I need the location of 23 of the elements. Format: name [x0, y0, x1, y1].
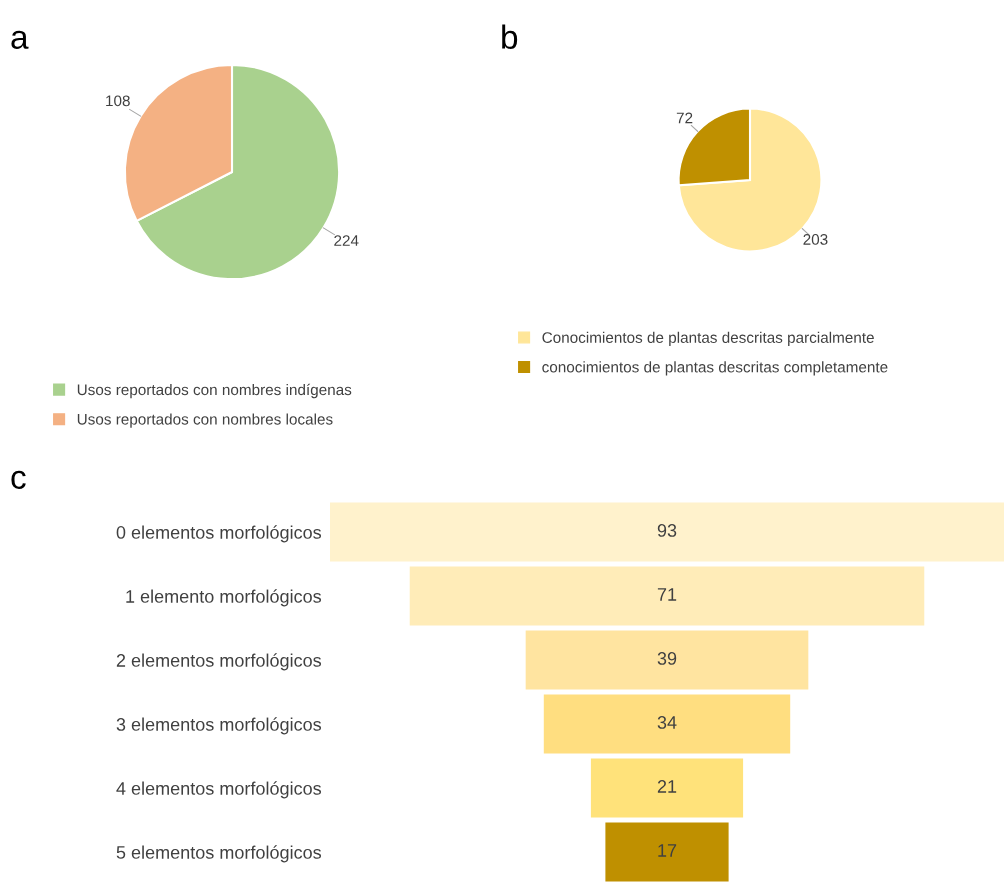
legend-label: Usos reportados con nombres locales [77, 413, 333, 428]
chart-title: a [11, 30, 29, 49]
data-label: 203 [803, 234, 828, 245]
category-label: 4 elementos morfológicos [116, 781, 322, 799]
category-label: 1 elemento morfológicos [126, 589, 322, 607]
data-label: 34 [657, 716, 677, 729]
legend-label: Usos reportados con nombres indígenas [77, 383, 352, 399]
text: c [11, 470, 26, 489]
category-label: 2 elementos morfológicos [116, 653, 322, 671]
data-label: 72 [676, 112, 693, 124]
category-label: 0 elementos morfológicos [116, 525, 322, 543]
category-label: 3 elementos morfológicos [116, 717, 322, 735]
data-label: 108 [106, 95, 130, 107]
data-label: 93 [657, 524, 677, 537]
data-label: 71 [657, 588, 677, 601]
data-label: 17 [658, 844, 677, 857]
data-label: 39 [657, 652, 677, 665]
chart-title: b [502, 24, 518, 49]
category-label: 5 elementos morfológicos [116, 845, 322, 863]
legend-label: conocimientos de plantas descritas completamente [542, 361, 888, 376]
data-label: 21 [657, 780, 677, 793]
data-label: 224 [334, 235, 359, 246]
legend-label: Conocimientos de plantas descritas parcialmente [542, 331, 874, 346]
